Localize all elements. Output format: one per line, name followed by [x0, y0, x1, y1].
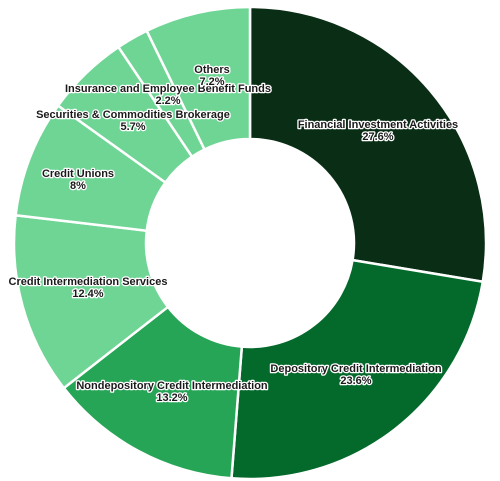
slice-others[interactable] — [145, 5, 252, 152]
slice-label-financial-investment-activities: Financial Investment Activities — [298, 119, 458, 131]
slice-label-depository-credit-intermediation: Depository Credit Intermediation — [270, 363, 441, 375]
slice-label-credit-intermediation-services: Credit Intermediation Services — [9, 276, 168, 288]
slice-financial-investment-activities[interactable] — [248, 5, 488, 284]
slice-value-securities-and-commodities-brokerage: 5.7% — [120, 121, 145, 133]
slice-credit-intermediation-services[interactable] — [12, 213, 170, 390]
slice-value-credit-intermediation-services: 12.4% — [72, 288, 103, 300]
donut-slices — [12, 5, 488, 481]
slice-value-financial-investment-activities: 27.6% — [362, 131, 393, 143]
slice-label-nondepository-credit-intermediation: Nondepository Credit Intermediation — [76, 380, 268, 392]
slice-label-securities-and-commodities-brokerage: Securities & Commodities Brokerage — [36, 109, 230, 121]
slice-label-insurance-and-employee-benefit-funds: Insurance and Employee Benefit Funds — [65, 83, 271, 95]
slice-value-others: 7.2% — [199, 76, 224, 88]
slice-value-credit-unions: 8% — [70, 180, 86, 192]
slice-label-others: Others — [194, 64, 229, 76]
slice-label-credit-unions: Credit Unions — [42, 168, 114, 180]
slice-value-nondepository-credit-intermediation: 13.2% — [156, 392, 187, 404]
slice-value-insurance-and-employee-benefit-funds: 2.2% — [155, 95, 180, 107]
slice-nondepository-credit-intermediation[interactable] — [62, 305, 244, 480]
slice-value-depository-credit-intermediation: 23.6% — [340, 375, 371, 387]
slice-depository-credit-intermediation[interactable] — [230, 258, 485, 481]
